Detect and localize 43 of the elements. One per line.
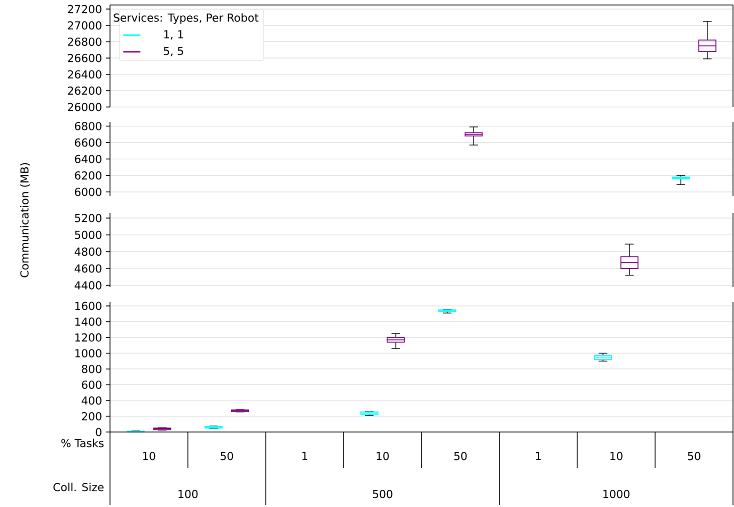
y-tick-label: 800 — [82, 364, 102, 374]
y-tick-label: 4800 — [74, 248, 102, 256]
y-tick-label: 26800 — [68, 38, 102, 46]
y-tick-label: 1600 — [75, 302, 102, 310]
y-tick-label: 1400 — [75, 318, 102, 326]
x-tick-label: 10 — [143, 452, 156, 460]
text: 1000 — [603, 490, 630, 498]
y-tick-label: 600 — [82, 380, 102, 389]
y-tick-label: 27200 — [68, 4, 102, 14]
text: % Tasks — [61, 438, 104, 448]
legend-label: 1, 1 — [164, 30, 183, 40]
y-tick-label: 6800 — [74, 122, 102, 130]
x-tick-label: 10 — [376, 452, 389, 460]
text: 500 — [372, 490, 392, 498]
legend-label: 5, 5 — [164, 46, 184, 56]
y-axis-title: Communication (MB) — [20, 163, 30, 278]
x-tick-label: 10 — [610, 452, 622, 460]
x-tick-label: 50 — [454, 452, 467, 460]
x-tick-label: 50 — [220, 452, 234, 460]
y-tick-label: 6400 — [74, 154, 102, 164]
y-tick-label: 200 — [82, 412, 102, 420]
y-tick-label: 1000 — [75, 349, 102, 358]
text: Coll. Size — [53, 482, 104, 492]
y-tick-label: 6200 — [74, 171, 102, 180]
y-tick-label: 400 — [82, 396, 102, 405]
x-tick-label: 1 — [302, 452, 308, 460]
y-tick-label: 26200 — [68, 86, 102, 95]
y-tick-label: 27000 — [68, 21, 102, 30]
legend-title: Services: Types, Per Robot — [114, 13, 258, 24]
y-tick-label: 26000 — [68, 102, 102, 112]
y-tick-label: 4600 — [74, 264, 102, 273]
y-tick-label: 6000 — [74, 188, 102, 196]
y-tick-label: 26400 — [68, 70, 102, 79]
y-tick-label: 6600 — [74, 138, 102, 147]
x-tick-label: 1 — [536, 452, 541, 460]
y-tick-label: 26600 — [68, 54, 102, 62]
text: 100 — [178, 490, 198, 498]
y-tick-label: 1200 — [75, 333, 102, 342]
y-tick-label: 5200 — [74, 214, 102, 222]
x-tick-label: 50 — [688, 452, 700, 460]
y-tick-label: 4400 — [74, 281, 102, 290]
y-tick-label: 0 — [96, 428, 102, 436]
y-tick-label: 5000 — [74, 230, 102, 240]
